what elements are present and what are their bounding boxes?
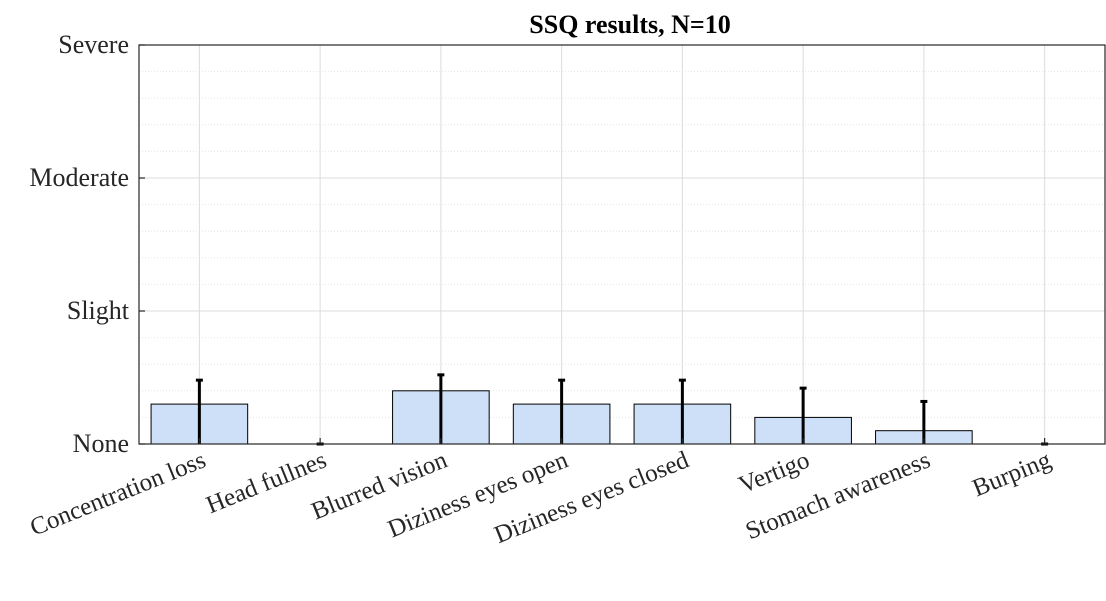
chart-title: SSQ results, N=10 xyxy=(529,10,730,39)
y-tick-label: Severe xyxy=(58,30,129,59)
y-tick-label: None xyxy=(73,429,129,458)
grid-lines xyxy=(139,45,1105,444)
x-tick-label: Burping xyxy=(969,446,1056,502)
x-tick-label: Diziness eyes closed xyxy=(491,446,693,549)
x-tick-label: Concentration loss xyxy=(26,447,209,542)
y-tick-label: Slight xyxy=(67,296,130,325)
y-tick-label: Moderate xyxy=(29,163,129,192)
y-axis-ticks: None Slight Moderate Severe xyxy=(29,30,145,458)
x-tick-label: Vertigo xyxy=(735,447,813,500)
plot-area-frame xyxy=(138,44,1106,445)
bars xyxy=(150,390,973,445)
